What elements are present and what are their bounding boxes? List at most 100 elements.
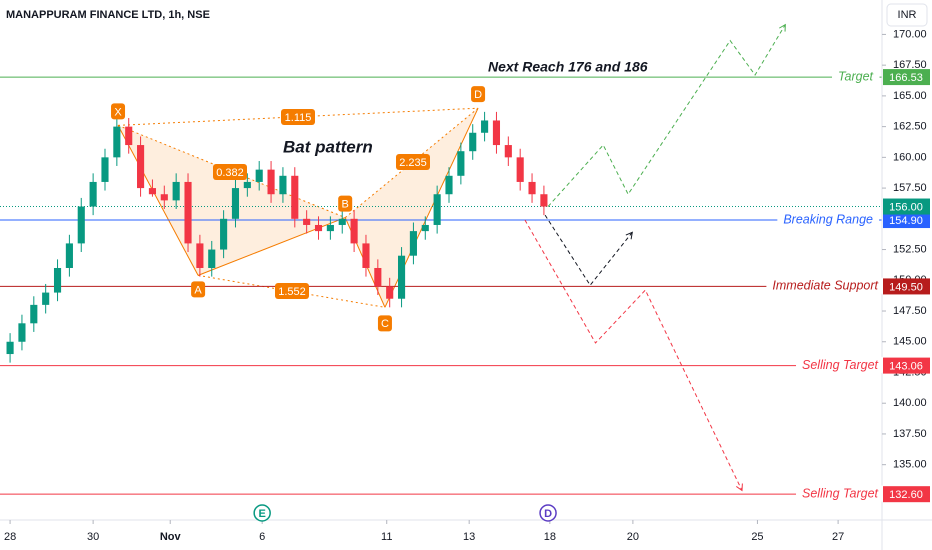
y-tick-label: 170.00 (893, 28, 927, 40)
projection-path (524, 219, 743, 491)
level-label-bg (832, 68, 880, 85)
ratio-badge (213, 164, 247, 180)
level-label-bg (796, 356, 885, 373)
candle-body (421, 224, 429, 232)
level-label-bg (766, 277, 885, 294)
projection-arrowhead (736, 483, 743, 492)
event-label: D (544, 508, 552, 520)
candle-body (101, 157, 109, 182)
y-tick-label: 165.00 (893, 90, 927, 102)
y-tick-label: 160.00 (893, 151, 927, 163)
candle-body (160, 194, 168, 201)
pattern-point-badge (338, 195, 353, 212)
candle-body (231, 188, 240, 219)
ratio-label: 0.382 (216, 167, 244, 179)
x-tick-label: 28 (4, 531, 16, 543)
candle-body (6, 341, 14, 355)
candle-body (540, 194, 548, 207)
ratio-label: 1.552 (278, 286, 306, 298)
y-tick-label: 152.50 (893, 243, 927, 255)
price-badge (883, 69, 930, 86)
price-badge (883, 357, 930, 374)
pattern-ratio-line (198, 274, 386, 308)
x-tick-label: 25 (751, 531, 763, 543)
price-badge-label: 132.60 (889, 489, 923, 501)
ratio-badge (281, 109, 315, 125)
level-label: Breaking Range (783, 212, 873, 226)
pattern-point-label: A (194, 284, 202, 296)
pattern-point-label: C (381, 318, 389, 330)
pattern-fill (345, 108, 479, 308)
candle-body (409, 231, 417, 256)
ratio-badge (275, 283, 309, 299)
y-tick-label: 157.50 (893, 182, 927, 194)
y-tick-label: 167.50 (893, 59, 927, 71)
candle-body (314, 224, 323, 232)
currency-box[interactable] (886, 3, 928, 27)
pattern-ratio-line (117, 124, 346, 219)
candle-body (243, 181, 251, 189)
candle-body (469, 132, 477, 152)
projection-arrowhead (779, 23, 786, 32)
projection-path (544, 214, 633, 287)
candle-body (65, 243, 73, 268)
candle-body (457, 151, 465, 176)
price-badge (883, 486, 930, 503)
pattern-point-badge (191, 281, 206, 298)
pattern-point-label: X (114, 106, 122, 118)
candle-body (148, 188, 156, 195)
x-tick-label: 27 (832, 531, 844, 543)
price-badge-label: 154.90 (889, 215, 923, 227)
note: Next Reach 176 and 186 (488, 59, 648, 75)
pattern-title: Bat pattern (283, 137, 373, 156)
y-tick-label: 135.00 (893, 459, 927, 471)
x-tick-label: Nov (160, 531, 182, 543)
y-tick-label: 137.50 (893, 428, 927, 440)
candle-body (362, 243, 370, 268)
level-label: Selling Target (802, 486, 879, 500)
pattern-point-badge (377, 315, 392, 332)
candle-body (267, 169, 275, 195)
candle-body (397, 255, 406, 299)
currency[interactable]: INR (898, 9, 917, 21)
candle-body (326, 224, 334, 232)
price-badge-label: 143.06 (889, 361, 923, 373)
pattern-point-badge (471, 86, 486, 103)
ratio-label: 1.115 (285, 112, 312, 124)
price-badge (883, 278, 930, 295)
candle-body (492, 120, 501, 146)
x-tick-label: 6 (259, 531, 265, 543)
candle-body (386, 286, 394, 299)
event-marker (539, 504, 557, 522)
level-label: Immediate Support (772, 279, 878, 293)
candle-body (528, 181, 536, 195)
candle-body (445, 175, 453, 195)
candle-body (184, 181, 192, 244)
candle-body (338, 218, 346, 225)
ratio-label: 2.235 (399, 157, 427, 169)
candle-body (137, 145, 145, 189)
y-tick-label: 145.00 (893, 336, 927, 348)
x-tick-label: 11 (381, 531, 392, 543)
candle-body (433, 194, 441, 225)
event-label: E (258, 508, 265, 520)
x-tick-label: 18 (544, 531, 556, 543)
y-tick-label: 140.00 (893, 397, 927, 409)
level-label: Target (838, 69, 874, 83)
candle-body (279, 175, 287, 195)
level-label-bg (777, 211, 880, 228)
candle-body (255, 169, 263, 182)
level-label: Selling Target (802, 358, 879, 372)
candle-body (303, 218, 311, 225)
candle-body (208, 249, 216, 268)
candle-body (113, 126, 121, 158)
candle-body (53, 267, 62, 293)
x-tick-label: 13 (463, 531, 475, 543)
x-tick-label: 20 (627, 531, 639, 543)
candle-body (516, 157, 524, 182)
plot-area (0, 23, 882, 495)
symbol-title: MANAPPURAM FINANCE LTD, 1h, NSE (6, 9, 210, 21)
pattern-leg (117, 125, 199, 276)
